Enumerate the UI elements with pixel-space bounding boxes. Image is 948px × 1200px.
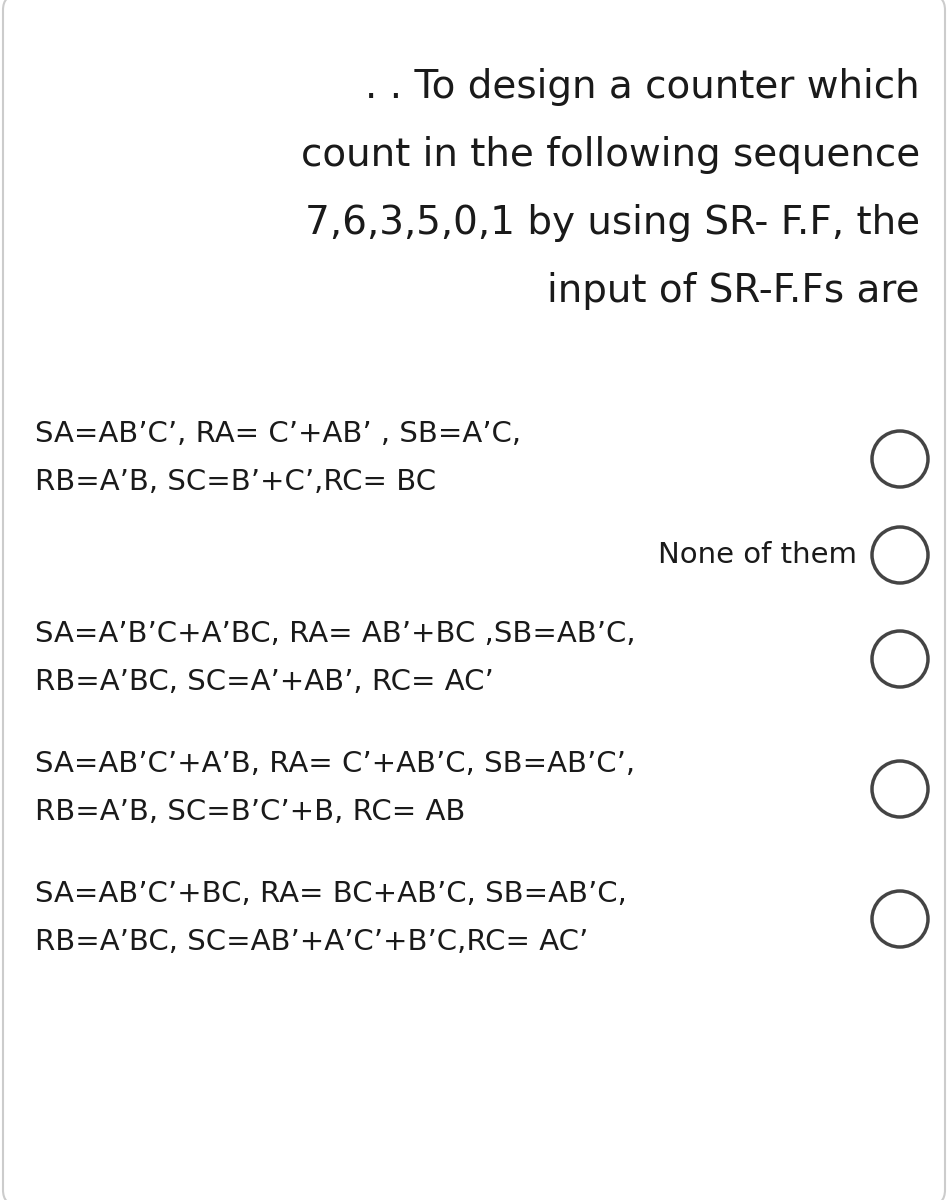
Text: count in the following sequence: count in the following sequence: [301, 136, 920, 174]
Text: SA=AB’C’+A’B, RA= C’+AB’C, SB=AB’C’,: SA=AB’C’+A’B, RA= C’+AB’C, SB=AB’C’,: [35, 750, 635, 778]
Text: RB=A’B, SC=B’C’+B, RC= AB: RB=A’B, SC=B’C’+B, RC= AB: [35, 798, 465, 826]
Text: None of them: None of them: [658, 541, 857, 569]
Text: 7,6,3,5,0,1 by using SR- F.F, the: 7,6,3,5,0,1 by using SR- F.F, the: [305, 204, 920, 242]
Text: RB=A’BC, SC=AB’+A’C’+B’C,RC= AC’: RB=A’BC, SC=AB’+A’C’+B’C,RC= AC’: [35, 928, 589, 956]
FancyBboxPatch shape: [3, 0, 945, 1200]
Text: RB=A’B, SC=B’+C’,RC= BC: RB=A’B, SC=B’+C’,RC= BC: [35, 468, 436, 496]
Text: SA=A’B’C+A’BC, RA= AB’+BC ,SB=AB’C,: SA=A’B’C+A’BC, RA= AB’+BC ,SB=AB’C,: [35, 620, 635, 648]
Text: input of SR-F.Fs are: input of SR-F.Fs are: [548, 272, 920, 310]
Text: . . To design a counter which: . . To design a counter which: [365, 68, 920, 106]
Text: SA=AB’C’, RA= C’+AB’ , SB=A’C,: SA=AB’C’, RA= C’+AB’ , SB=A’C,: [35, 420, 521, 448]
Text: RB=A’BC, SC=A’+AB’, RC= AC’: RB=A’BC, SC=A’+AB’, RC= AC’: [35, 668, 494, 696]
Text: SA=AB’C’+BC, RA= BC+AB’C, SB=AB’C,: SA=AB’C’+BC, RA= BC+AB’C, SB=AB’C,: [35, 880, 627, 908]
